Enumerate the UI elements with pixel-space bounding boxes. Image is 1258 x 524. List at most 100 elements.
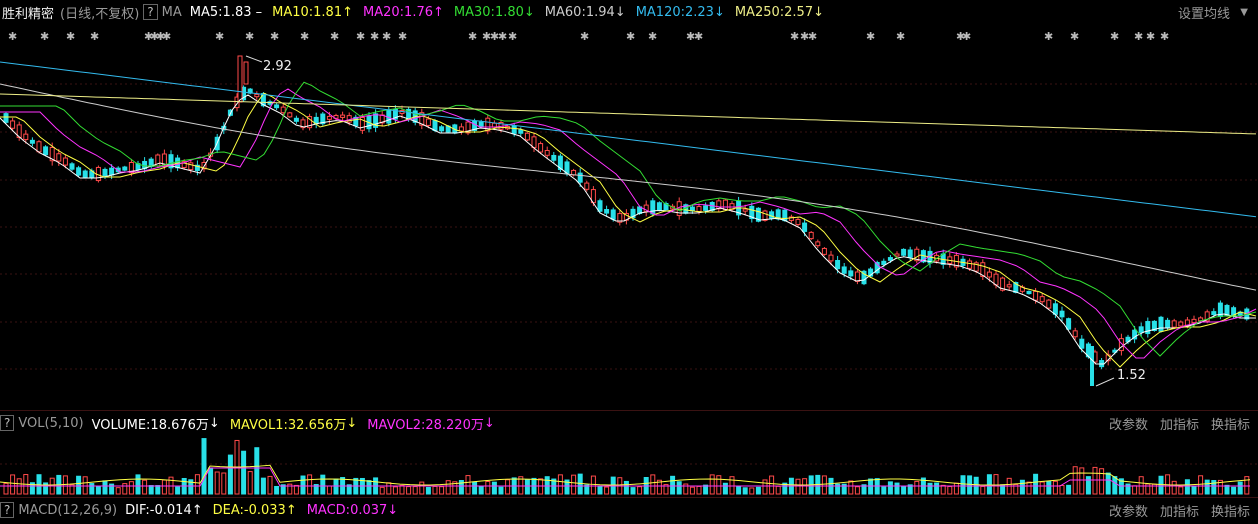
event-marker-icon[interactable]: ✱ <box>498 30 507 43</box>
event-marker-icon[interactable]: ✱ <box>398 30 407 43</box>
event-marker-icon[interactable]: ✱ <box>1110 30 1119 43</box>
event-marker-icon[interactable]: ✱ <box>356 30 365 43</box>
candle <box>392 108 398 120</box>
event-marker-icon[interactable]: ✱ <box>66 30 75 43</box>
macd-change-params-button[interactable]: 改参数 <box>1108 504 1148 520</box>
event-marker-icon[interactable]: ✱ <box>1070 30 1079 43</box>
volume-bar <box>722 482 728 495</box>
candle <box>280 106 286 114</box>
event-marker-icon[interactable]: ✱ <box>580 30 589 43</box>
volume-bar <box>868 478 874 495</box>
event-marker-icon[interactable]: ✱ <box>370 30 379 43</box>
candle <box>43 146 49 156</box>
volume-bar <box>505 479 511 495</box>
low-pointer <box>1095 377 1115 387</box>
volume-chart[interactable] <box>0 434 1258 496</box>
macd-add-indicator-button[interactable]: 加指标 <box>1159 504 1199 520</box>
volume-bar <box>293 484 299 495</box>
event-marker-icon[interactable]: ✱ <box>382 30 391 43</box>
candle <box>854 271 860 282</box>
event-marker-icon[interactable]: ✱ <box>956 30 965 43</box>
event-marker-icon[interactable]: ✱ <box>1044 30 1053 43</box>
volume-bar <box>835 483 841 495</box>
help-button[interactable]: ? <box>143 4 158 20</box>
settings-ma-button[interactable]: 设置均线 <box>1177 6 1230 22</box>
volume-help-button[interactable]: ? <box>0 415 15 431</box>
candle <box>439 126 445 132</box>
event-marker-icon[interactable]: ✱ <box>468 30 477 43</box>
macd-switch-indicator-button[interactable]: 换指标 <box>1210 504 1250 520</box>
candle <box>696 206 702 212</box>
event-marker-icon[interactable]: ✱ <box>150 30 159 43</box>
event-marker-icon[interactable]: ✱ <box>808 30 817 43</box>
event-marker-icon[interactable]: ✱ <box>90 30 99 43</box>
candle <box>782 209 788 222</box>
volume-bar <box>379 486 385 495</box>
event-marker-icon[interactable]: ✱ <box>694 30 703 43</box>
candle <box>861 270 867 285</box>
ma10-value: MA10:1.81 <box>272 4 343 20</box>
volume-bar <box>749 487 755 495</box>
stock-name[interactable]: 胜利精密 <box>2 6 55 22</box>
macd-value: MACD:0.037 <box>306 502 388 518</box>
event-marker-icon[interactable]: ✱ <box>215 30 224 43</box>
volume-bar <box>848 480 854 495</box>
volume-change-params-button[interactable]: 改参数 <box>1108 417 1148 433</box>
chart-mode: (日线,不复权) <box>60 6 140 22</box>
event-marker-icon[interactable]: ✱ <box>270 30 279 43</box>
event-marker-icon[interactable]: ✱ <box>800 30 809 43</box>
volume-bar <box>1217 479 1223 495</box>
volume-bar <box>432 485 438 495</box>
volume-add-indicator-button[interactable]: 加指标 <box>1159 417 1199 433</box>
candle <box>1178 321 1184 327</box>
volume-bar <box>326 485 332 495</box>
volume-bar <box>254 447 260 495</box>
price-chart[interactable]: ✱ ✱ ✱ ✱ ✱✱✱✱ ✱ ✱ ✱ ✱ ✱ ✱ ✱ ✱ ✱ ✱ ✱✱✱ ✱ ✱ ✱ ✱ ✱✱ ✱ ✱✱ ✱ ✱ ✱✱ ✱ ✱ ✱ ✱ ✱ ✱ <box>0 24 1258 409</box>
event-marker-icon[interactable]: ✱ <box>245 30 254 43</box>
event-marker-icon[interactable]: ✱ <box>866 30 875 43</box>
candle <box>76 167 82 176</box>
chevron-down-icon[interactable]: ▼ <box>1240 6 1248 18</box>
event-marker-icon[interactable]: ✱ <box>626 30 635 43</box>
event-marker-icon[interactable]: ✱ <box>482 30 491 43</box>
volume-bar <box>1039 481 1045 495</box>
event-marker-icon[interactable]: ✱ <box>790 30 799 43</box>
volume-bar <box>267 475 273 495</box>
event-marker-icon[interactable]: ✱ <box>490 30 499 43</box>
volume-bar <box>241 450 247 495</box>
volume-bar <box>927 482 933 495</box>
candle <box>1006 284 1012 288</box>
candle <box>1090 346 1094 386</box>
event-marker-icon[interactable]: ✱ <box>686 30 695 43</box>
candle <box>340 114 346 118</box>
event-marker-icon[interactable]: ✱ <box>1134 30 1143 43</box>
candle <box>1171 320 1177 328</box>
macd-help-button[interactable]: ? <box>0 502 15 518</box>
volume-switch-indicator-button[interactable]: 换指标 <box>1210 417 1250 433</box>
event-marker-icon[interactable]: ✱ <box>144 30 153 43</box>
event-marker-icon[interactable]: ✱ <box>330 30 339 43</box>
event-marker-icon[interactable]: ✱ <box>648 30 657 43</box>
event-marker-icon[interactable]: ✱ <box>508 30 517 43</box>
event-marker-icon[interactable]: ✱ <box>162 30 171 43</box>
volume-bar <box>993 474 999 495</box>
volume-bar <box>1191 485 1197 495</box>
candle <box>1151 320 1157 331</box>
volume-bar <box>742 487 748 495</box>
event-marker-icon[interactable]: ✱ <box>156 30 165 43</box>
event-marker-icon[interactable]: ✱ <box>1160 30 1169 43</box>
event-marker-icon[interactable]: ✱ <box>1146 30 1155 43</box>
volume-bar <box>670 475 676 495</box>
volume-bar <box>914 480 920 495</box>
volume-bar <box>577 473 583 495</box>
event-marker-icon[interactable]: ✱ <box>40 30 49 43</box>
event-marker-icon[interactable]: ✱ <box>896 30 905 43</box>
ma10-line <box>0 92 1257 368</box>
ma250-line <box>0 93 1257 135</box>
event-marker-icon[interactable]: ✱ <box>962 30 971 43</box>
volume-bar <box>29 482 35 495</box>
candle <box>300 119 306 129</box>
event-marker-icon[interactable]: ✱ <box>300 30 309 43</box>
event-marker-icon[interactable]: ✱ <box>8 30 17 43</box>
ma120-value: MA120:2.23 <box>635 4 714 20</box>
